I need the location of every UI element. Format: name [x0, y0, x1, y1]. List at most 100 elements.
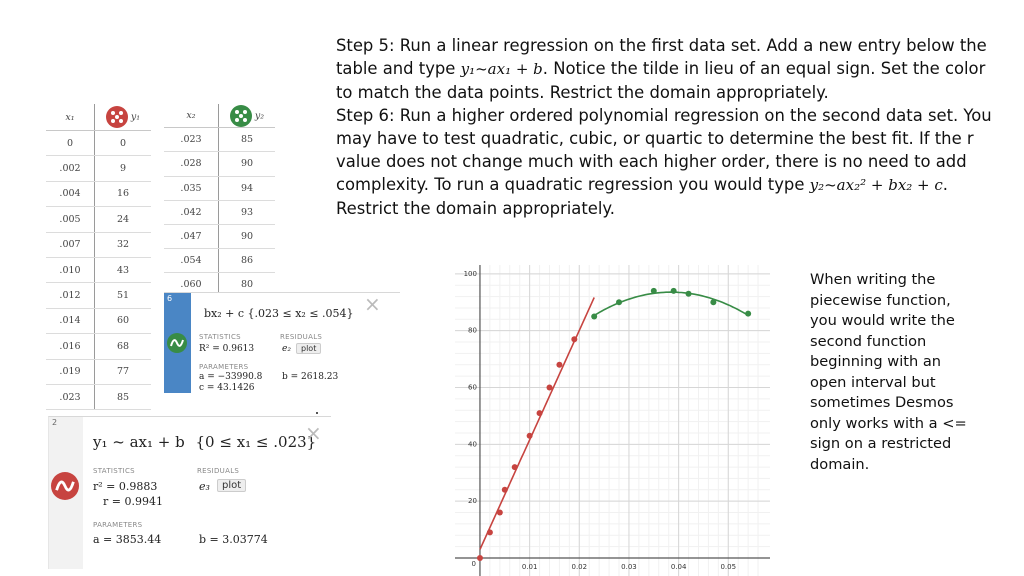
- divider-dot: [316, 412, 318, 414]
- expression-sidebar: 6: [164, 293, 191, 393]
- statistics-label: STATISTICS: [199, 333, 241, 341]
- step-6-text: Step 6: Run a higher ordered polynomial …: [336, 106, 992, 218]
- data-point: [650, 287, 657, 294]
- y-tick-label: 40: [468, 440, 477, 448]
- table-cell-y[interactable]: 90: [218, 151, 275, 177]
- table-cell-y[interactable]: 68: [94, 333, 151, 360]
- table-2-header-y: y₂: [218, 104, 275, 129]
- data-point: [745, 310, 752, 317]
- regression-wave-icon: [55, 480, 75, 492]
- param-b: b = 3.03774: [199, 533, 268, 546]
- table-cell-y[interactable]: 60: [94, 308, 151, 335]
- data-point: [486, 529, 493, 536]
- param-a: a = −33990.8: [199, 372, 263, 382]
- plot-residuals-button[interactable]: plot: [217, 479, 247, 492]
- expression-sidebar: 2: [49, 417, 83, 569]
- param-a: a = 3853.44: [93, 533, 162, 546]
- table-row: .054 86: [164, 248, 275, 274]
- data-point: [496, 509, 503, 516]
- table-cell-x[interactable]: .005: [46, 206, 95, 233]
- table-cell-y[interactable]: 85: [94, 384, 151, 411]
- close-icon[interactable]: ×: [364, 292, 381, 316]
- table-cell-x[interactable]: .023: [164, 127, 219, 153]
- x-tick-label: 0.02: [571, 563, 587, 571]
- table-row: .047 90: [164, 224, 275, 250]
- table-cell-x[interactable]: .016: [46, 333, 95, 360]
- expression-index: 2: [52, 418, 58, 427]
- table-cell-x[interactable]: .042: [164, 200, 219, 225]
- red-point-style-icon[interactable]: [105, 106, 128, 128]
- residual-variable: e₃: [199, 480, 210, 493]
- table-row: .012 51: [46, 282, 151, 309]
- expression-input[interactable]: bx₂ + c {.023 ≤ x₂ ≤ .054}: [204, 307, 354, 320]
- table-cell-x[interactable]: .019: [46, 359, 95, 385]
- table-row: .035 94: [164, 176, 275, 201]
- table-cell-x[interactable]: .035: [164, 176, 219, 201]
- table-cell-y[interactable]: 16: [94, 181, 151, 208]
- table-1-header-x: x₁: [46, 104, 95, 131]
- table-cell-y[interactable]: 86: [218, 248, 275, 274]
- data-table-1: x₁ y₁ 0 0.002 9.004 16.005 24.007 32.010 43.01…: [46, 104, 151, 411]
- table-cell-x[interactable]: .014: [46, 308, 95, 335]
- table-row: .010 43: [46, 257, 151, 284]
- table-cell-y[interactable]: 90: [218, 224, 275, 250]
- table-2-header: x₂ y₂: [164, 104, 275, 129]
- data-point: [546, 384, 553, 391]
- data-point: [526, 432, 533, 439]
- residuals-label: RESIDUALS: [280, 333, 323, 341]
- r-value: r = 0.9941: [103, 495, 163, 508]
- data-point: [710, 299, 717, 306]
- data-point: [591, 313, 598, 320]
- table-cell-x[interactable]: 0: [46, 130, 95, 157]
- regression-color-icon[interactable]: [167, 333, 187, 353]
- instructions: Step 5: Run a linear regression on the f…: [336, 34, 996, 220]
- residuals-label: RESIDUALS: [197, 467, 240, 475]
- table-cell-y[interactable]: 77: [94, 359, 151, 385]
- table-cell-x[interactable]: .002: [46, 155, 95, 182]
- table-cell-y[interactable]: 85: [218, 127, 275, 153]
- x-tick-label: 0.01: [522, 563, 538, 571]
- table-cell-y[interactable]: 0: [94, 130, 151, 157]
- data-point: [685, 290, 692, 297]
- param-b: b = 2618.23: [282, 372, 339, 382]
- table-row: .019 77: [46, 359, 151, 385]
- data-point: [571, 336, 578, 343]
- table-1-header: x₁ y₁: [46, 104, 151, 131]
- table-cell-x[interactable]: .047: [164, 224, 219, 250]
- table-cell-y[interactable]: 43: [94, 257, 151, 284]
- x-tick-label: 0.03: [621, 563, 637, 571]
- plot-residuals-button[interactable]: plot: [296, 343, 322, 354]
- table-cell-x[interactable]: .028: [164, 151, 219, 177]
- table-cell-x[interactable]: .012: [46, 282, 95, 309]
- r-squared-value: r² = 0.9883: [93, 480, 158, 493]
- y-tick-label: 100: [464, 270, 477, 278]
- table-row: .005 24: [46, 206, 151, 233]
- table-cell-y[interactable]: 9: [94, 155, 151, 182]
- green-point-style-icon[interactable]: [229, 104, 252, 127]
- table-row: .023 85: [164, 127, 275, 153]
- x-tick-label: 0.04: [671, 563, 687, 571]
- table-cell-y[interactable]: 93: [218, 200, 275, 225]
- table-cell-y[interactable]: 32: [94, 232, 151, 258]
- table-cell-x[interactable]: .007: [46, 232, 95, 258]
- expression-input[interactable]: y₁ ~ ax₁ + b {0 ≤ x₁ ≤ .023}: [93, 433, 317, 451]
- side-note: When writing the piecewise function, you…: [810, 271, 967, 473]
- regression-graph[interactable]: 0.01 0.02 0.03 0.04 0.05 20 40 60 80 100 0: [455, 265, 770, 576]
- data-point: [670, 287, 677, 294]
- origin-label: 0: [471, 560, 475, 568]
- data-point: [476, 555, 483, 561]
- table-cell-x[interactable]: .004: [46, 181, 95, 208]
- table-cell-x[interactable]: .054: [164, 248, 219, 274]
- statistics-label: STATISTICS: [93, 467, 135, 475]
- param-c: c = 43.1426: [199, 383, 255, 393]
- y-tick-label: 60: [468, 384, 477, 392]
- close-icon[interactable]: ×: [305, 421, 322, 445]
- table-row: .007 32: [46, 232, 151, 258]
- regression-color-icon[interactable]: [51, 472, 79, 500]
- table-cell-x[interactable]: .023: [46, 384, 95, 411]
- table-cell-y[interactable]: 51: [94, 282, 151, 309]
- table-cell-y[interactable]: 94: [218, 176, 275, 201]
- table-row: .004 16: [46, 181, 151, 208]
- table-cell-y[interactable]: 24: [94, 206, 151, 233]
- table-cell-x[interactable]: .010: [46, 257, 95, 284]
